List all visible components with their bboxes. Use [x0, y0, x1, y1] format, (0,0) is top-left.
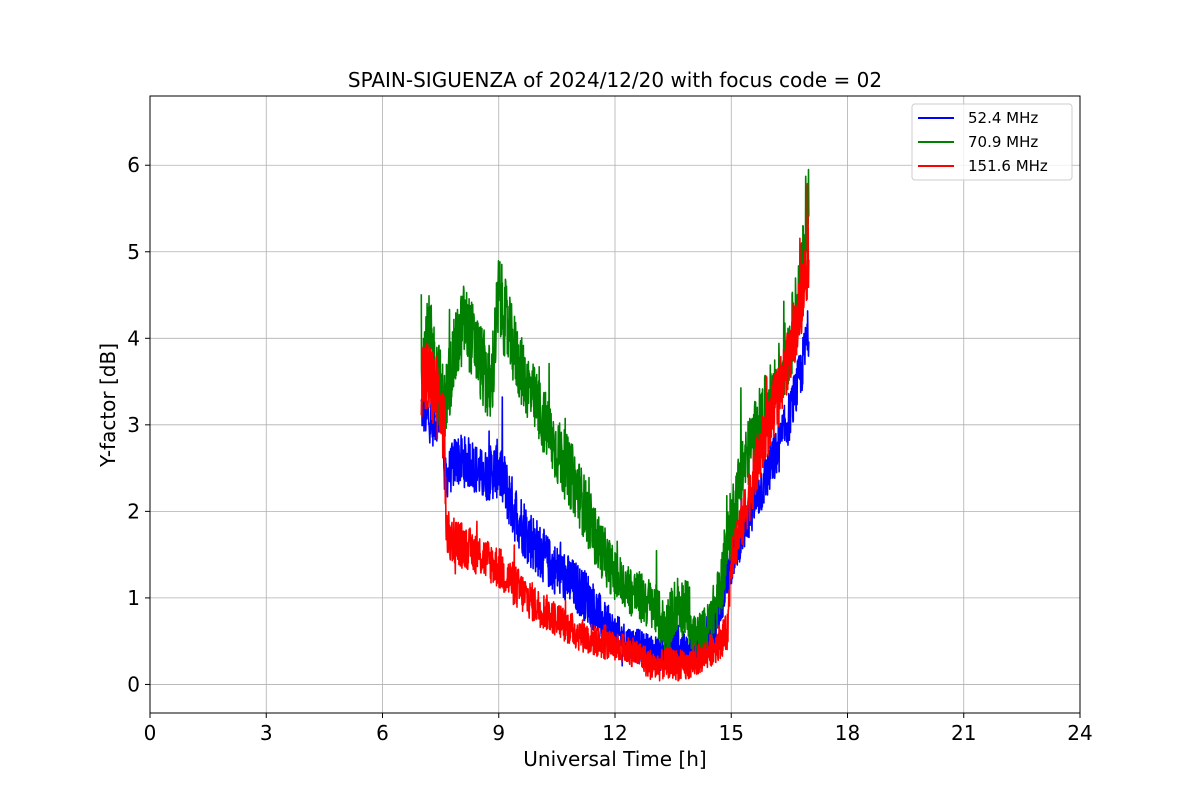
- y-tick-label: 5: [127, 240, 140, 264]
- series-layer: [420, 168, 810, 682]
- chart-title: SPAIN-SIGUENZA of 2024/12/20 with focus …: [348, 68, 882, 92]
- y-tick-label: 0: [127, 672, 140, 696]
- x-tick-label: 3: [260, 721, 273, 745]
- x-tick-label: 12: [602, 721, 627, 745]
- legend-label-2: 151.6 MHz: [968, 157, 1048, 175]
- y-tick-label: 4: [127, 326, 140, 350]
- x-tick-label: 15: [719, 721, 744, 745]
- x-tick-label: 6: [376, 721, 389, 745]
- legend-box: [911, 103, 1073, 181]
- legend-label-0: 52.4 MHz: [968, 109, 1038, 127]
- legend-entries: 52.4 MHz 70.9 MHz 151.6 MHz: [918, 109, 1048, 175]
- y-tick-label: 1: [127, 586, 140, 610]
- y-axis-label: Y-factor [dB]: [96, 343, 120, 468]
- x-tick-label: 24: [1067, 721, 1092, 745]
- x-tick-label: 0: [144, 721, 157, 745]
- grid-layer: [149, 96, 1081, 713]
- legend-label-1: 70.9 MHz: [968, 133, 1038, 151]
- x-tick-label: 18: [835, 721, 860, 745]
- y-tick-label: 3: [127, 413, 140, 437]
- y-tick-label: 2: [127, 499, 140, 523]
- x-tick-label: 21: [951, 721, 976, 745]
- series-line-2: [420, 182, 810, 682]
- x-tick-label: 9: [492, 721, 505, 745]
- legend: 52.4 MHz 70.9 MHz 151.6 MHz: [911, 103, 1073, 181]
- series-line-1: [420, 168, 810, 663]
- y-tick-label: 6: [127, 153, 140, 177]
- x-axis-label: Universal Time [h]: [523, 747, 706, 771]
